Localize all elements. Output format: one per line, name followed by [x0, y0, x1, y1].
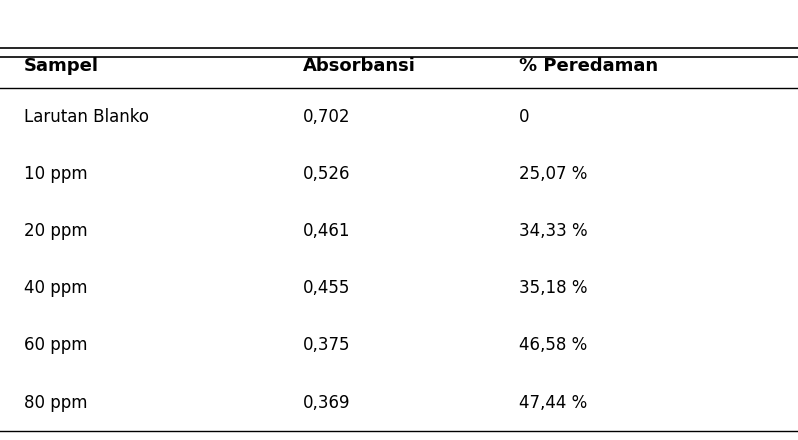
Text: 0,455: 0,455: [303, 279, 350, 297]
Text: 10 ppm: 10 ppm: [24, 165, 88, 183]
Text: Larutan Blanko: Larutan Blanko: [24, 108, 149, 125]
Text: 0,375: 0,375: [303, 337, 351, 354]
Text: Absorbansi: Absorbansi: [303, 57, 416, 75]
Text: % Peredaman: % Peredaman: [519, 57, 658, 75]
Text: 34,33 %: 34,33 %: [519, 222, 587, 240]
Text: 20 ppm: 20 ppm: [24, 222, 88, 240]
Text: 0,369: 0,369: [303, 394, 351, 411]
Text: 40 ppm: 40 ppm: [24, 279, 88, 297]
Text: 46,58 %: 46,58 %: [519, 337, 587, 354]
Text: 35,18 %: 35,18 %: [519, 279, 587, 297]
Text: 47,44 %: 47,44 %: [519, 394, 587, 411]
Text: 0,526: 0,526: [303, 165, 351, 183]
Text: 0: 0: [519, 108, 529, 125]
Text: 25,07 %: 25,07 %: [519, 165, 587, 183]
Text: 0,461: 0,461: [303, 222, 351, 240]
Text: 80 ppm: 80 ppm: [24, 394, 88, 411]
Text: Sampel: Sampel: [24, 57, 99, 75]
Text: 60 ppm: 60 ppm: [24, 337, 88, 354]
Text: 0,702: 0,702: [303, 108, 351, 125]
